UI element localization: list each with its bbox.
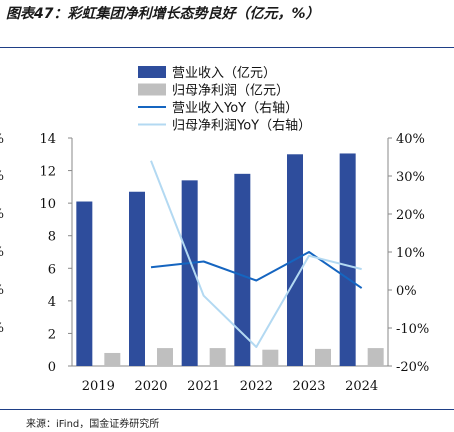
left-tick-label: 4: [48, 295, 56, 310]
left-tick-label: 0: [48, 360, 56, 375]
bottom-rule: [0, 409, 454, 410]
left-edge-mark: %: [0, 283, 4, 298]
bars: [76, 153, 384, 366]
x-tick-label: 2024: [345, 379, 378, 394]
left-tick-label: 10: [39, 197, 56, 212]
right-tick-label: 10%: [396, 246, 425, 261]
x-tick-label: 2020: [134, 379, 167, 394]
legend-label: 归母净利润（亿元）: [172, 84, 289, 99]
bar: [181, 180, 198, 366]
right-tick-label: -20%: [396, 360, 429, 375]
left-edge-mark: %: [0, 207, 4, 222]
series-line: [150, 160, 362, 348]
lines: [150, 160, 363, 348]
bar: [262, 349, 279, 366]
bar: [104, 352, 121, 366]
left-edge-mark: %: [0, 169, 4, 184]
ticks: 0 2 4 6 8 10 12 14 -20% -10% 0% 10% 20% 30% 40% 2019 202…: [39, 132, 429, 394]
bar: [209, 348, 226, 366]
left-edge-mark: %: [0, 245, 4, 260]
left-tick-label: 8: [48, 230, 56, 245]
x-tick-label: 2022: [240, 379, 273, 394]
bar: [367, 348, 384, 366]
bar: [315, 348, 331, 366]
right-tick-label: -10%: [396, 322, 429, 337]
right-tick-label: 0%: [396, 284, 417, 299]
legend-label: 归母净利润YoY（右轴）: [172, 119, 311, 134]
left-edge-mark: %: [0, 132, 4, 147]
legend: 营业收入（亿元） 归母净利润（亿元） 营业收入YoY（右轴） 归母净利润YoY（右轴）: [138, 66, 311, 134]
right-tick-label: 20%: [396, 208, 425, 223]
x-tick-label: 2019: [82, 379, 115, 394]
legend-swatch: [138, 83, 166, 96]
bar: [339, 153, 356, 366]
bar: [234, 173, 251, 366]
x-tick-label: 2021: [187, 379, 220, 394]
left-edge-marks: %%%%%%: [0, 132, 4, 336]
bar: [157, 348, 173, 366]
legend-label: 营业收入YoY（右轴）: [172, 101, 298, 116]
bar: [129, 191, 145, 366]
left-edge-mark: %: [0, 321, 4, 336]
top-rule: [0, 47, 454, 48]
legend-swatch: [138, 66, 166, 78]
bar: [76, 201, 93, 366]
series-line: [150, 251, 363, 289]
left-tick-label: 12: [39, 165, 56, 180]
source-note: 来源：iFind，国金证券研究所: [26, 419, 160, 430]
page-title: 图表47：彩虹集团净利增长态势良好（亿元，%）: [6, 6, 320, 22]
left-tick-label: 14: [39, 132, 56, 147]
x-tick-label: 2023: [292, 379, 325, 394]
left-tick-label: 6: [48, 262, 56, 277]
left-tick-label: 2: [48, 327, 56, 342]
right-tick-label: 40%: [396, 132, 425, 147]
right-tick-label: 30%: [396, 170, 425, 185]
legend-label: 营业收入（亿元）: [172, 66, 276, 81]
